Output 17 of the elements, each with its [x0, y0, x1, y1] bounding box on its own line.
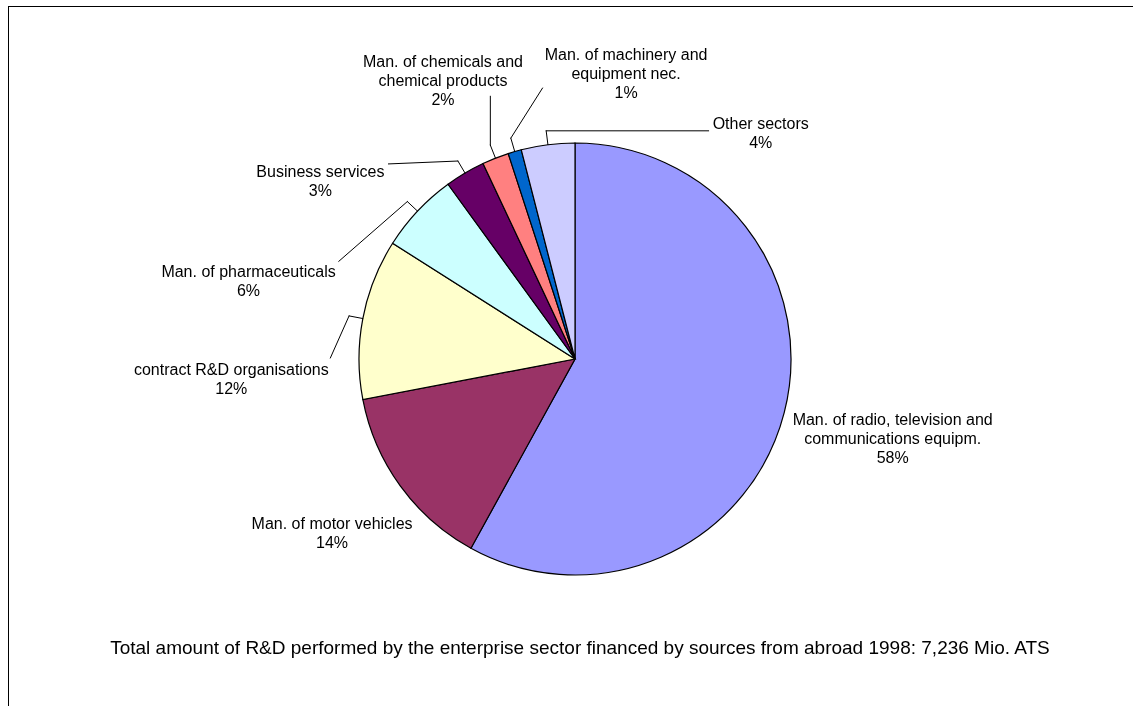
- data-label: 1%: [614, 83, 638, 101]
- text: Total amount of R&D performed by the enterprise sector financed by sources from abroad 1998: 7,236 Mio. ATS: [110, 637, 1050, 658]
- data-label: 2%: [431, 91, 455, 109]
- data-label: 58%: [876, 449, 909, 467]
- slice-label: Man. of chemicals and chemical products: [362, 53, 523, 90]
- slice-label: Man. of machinery and equipment nec.: [544, 45, 708, 82]
- slice-label: Other sectors: [712, 114, 809, 132]
- data-label: 6%: [236, 282, 261, 300]
- data-label: 14%: [316, 534, 349, 552]
- slice-label: Man. of radio, television and communications equipm.: [792, 411, 993, 448]
- slice-label: Man. of pharmaceuticals: [161, 263, 336, 281]
- slice-label: Business services: [256, 163, 385, 181]
- data-label: 3%: [308, 182, 332, 200]
- slice-label: Man. of motor vehicles: [251, 515, 413, 533]
- data-label: 4%: [749, 133, 773, 151]
- slice-label: contract R&D organisations: [133, 360, 329, 378]
- data-label: 12%: [215, 379, 248, 397]
